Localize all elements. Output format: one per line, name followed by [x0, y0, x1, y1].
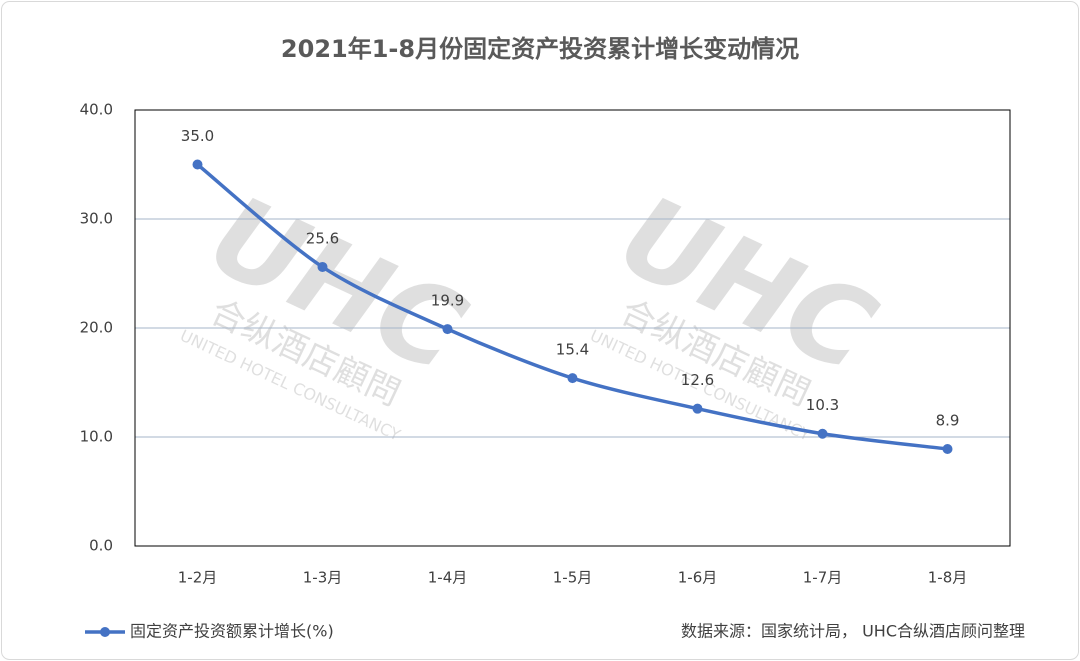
x-tick-label: 1-4月: [428, 569, 468, 587]
chart-title: 2021年1-8月份固定资产投资累计增长变动情况: [281, 35, 799, 63]
y-tick-label: 30.0: [80, 210, 113, 228]
data-point: [817, 428, 828, 439]
data-point: [692, 403, 703, 414]
source-note: 数据来源：国家统计局， UHC合纵酒店顾问整理: [681, 622, 1025, 641]
data-label: 8.9: [936, 411, 960, 429]
data-point: [192, 159, 203, 170]
data-label: 15.4: [556, 341, 589, 359]
x-tick-label: 1-8月: [928, 569, 968, 587]
data-label: 19.9: [431, 292, 464, 310]
x-tick-label: 1-7月: [803, 569, 843, 587]
data-point: [442, 324, 453, 335]
legend-marker: [100, 627, 110, 637]
y-tick-label: 0.0: [89, 537, 113, 555]
data-label: 12.6: [681, 371, 714, 389]
x-tick-label: 1-5月: [553, 569, 593, 587]
data-label: 10.3: [806, 396, 839, 414]
y-tick-label: 20.0: [80, 319, 113, 337]
data-label: 25.6: [306, 229, 339, 247]
x-tick-label: 1-6月: [678, 569, 718, 587]
data-label: 35.0: [181, 127, 214, 145]
legend-label: 固定资产投资额累计增长(%): [130, 622, 334, 641]
y-tick-label: 40.0: [80, 101, 113, 119]
data-point: [317, 261, 328, 272]
y-tick-label: 10.0: [80, 428, 113, 446]
data-point: [942, 443, 953, 454]
x-tick-label: 1-3月: [303, 569, 343, 587]
x-tick-label: 1-2月: [178, 569, 218, 587]
data-point: [567, 373, 578, 384]
plot-frame: [134, 109, 1011, 547]
